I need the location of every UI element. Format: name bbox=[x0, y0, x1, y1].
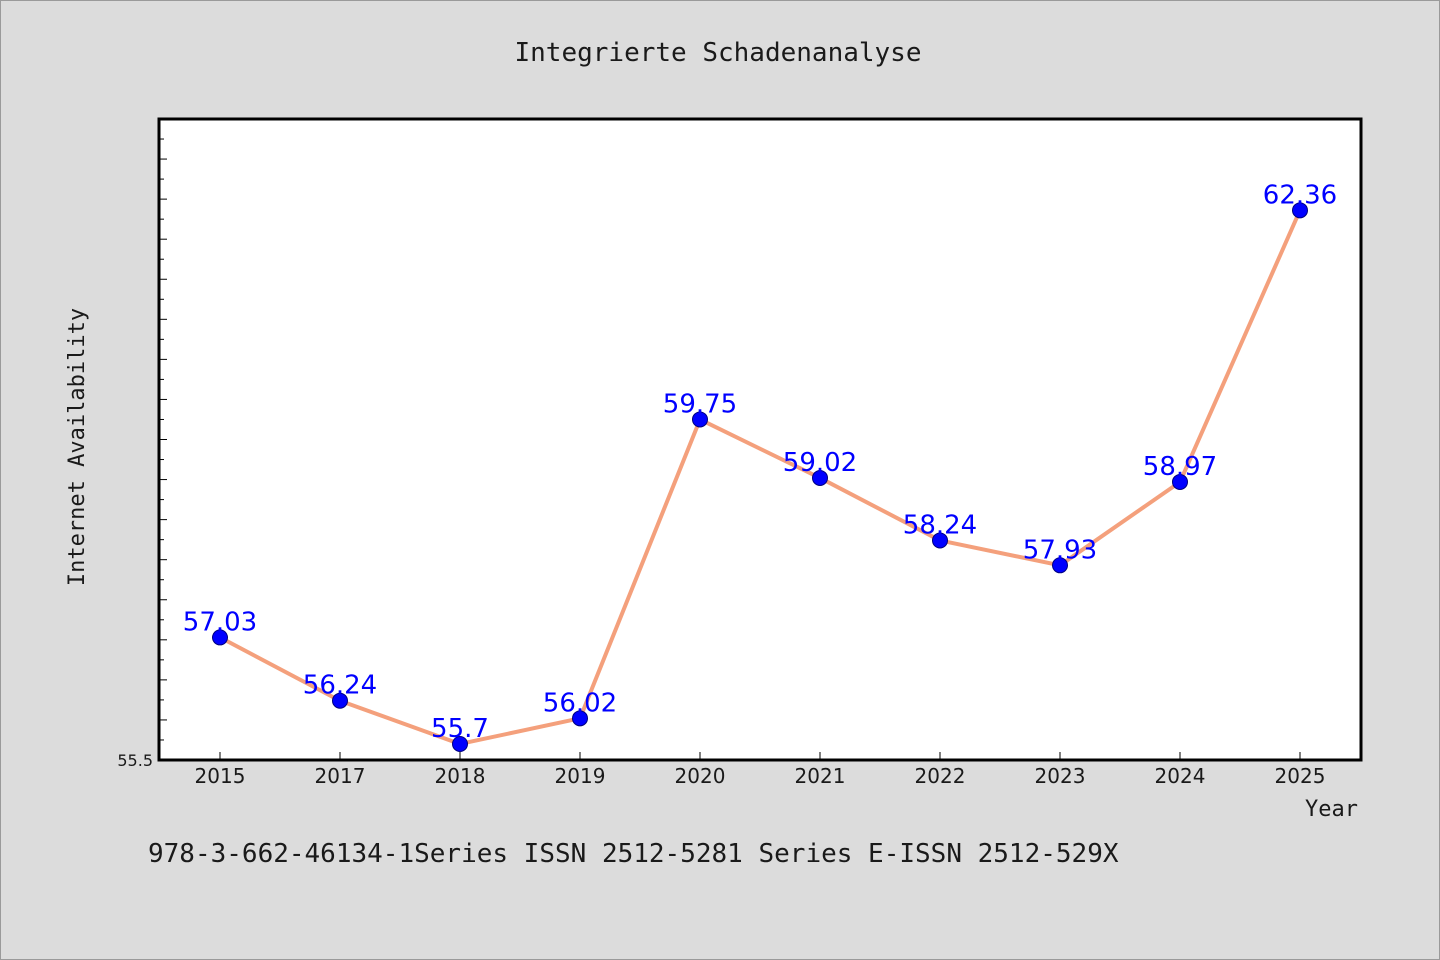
x-tick-label: 2019 bbox=[555, 764, 606, 788]
data-point bbox=[572, 710, 588, 727]
data-label: 56.24 bbox=[303, 671, 377, 701]
x-tick-label: 2025 bbox=[1275, 764, 1326, 788]
data-label: 59.02 bbox=[783, 448, 857, 478]
chart-title: Integrierte Schadenanalyse bbox=[515, 38, 922, 68]
y-axis-title: Internet Availability bbox=[65, 308, 90, 586]
x-axis-title: Year bbox=[1305, 797, 1358, 822]
x-tick-label: 2018 bbox=[435, 764, 486, 788]
x-tick-label: 2024 bbox=[1155, 764, 1206, 788]
data-label: 58.24 bbox=[903, 510, 977, 540]
footer-isbn-text: 978-3-662-46134-1Series ISSN 2512-5281 S… bbox=[148, 839, 1119, 869]
x-axis-ticks: 2015 2017 2018 2019 2020 2021 2022 2023 2024 2025 bbox=[195, 752, 1326, 788]
x-tick-label: 2017 bbox=[315, 764, 366, 788]
data-point bbox=[1052, 557, 1068, 574]
data-point bbox=[212, 629, 228, 646]
data-label: 55.7 bbox=[431, 714, 489, 744]
y-axis-min-label: 55.5 bbox=[117, 751, 153, 770]
data-point bbox=[692, 411, 708, 428]
data-label: 57.03 bbox=[183, 607, 257, 637]
data-point bbox=[932, 532, 948, 549]
data-point bbox=[452, 735, 468, 752]
series-availability: 57.03 56.24 55.7 56.02 59.75 59.02 58.24 57.93 5… bbox=[183, 180, 1337, 752]
y-axis-ticks bbox=[159, 118, 167, 761]
data-label: 62.36 bbox=[1263, 180, 1337, 210]
data-label: 58.97 bbox=[1143, 452, 1217, 482]
x-tick-label: 2020 bbox=[675, 764, 726, 788]
x-tick-label: 2023 bbox=[1035, 764, 1086, 788]
data-point bbox=[332, 692, 348, 709]
x-tick-label: 2015 bbox=[195, 764, 246, 788]
data-point bbox=[1292, 202, 1308, 219]
data-label: 56.02 bbox=[543, 688, 617, 718]
series-line bbox=[219, 209, 1302, 746]
data-label: 59.75 bbox=[663, 389, 737, 419]
data-point bbox=[812, 469, 828, 486]
data-point bbox=[1172, 473, 1188, 490]
plot-area bbox=[157, 117, 1363, 762]
x-tick-label: 2022 bbox=[915, 764, 966, 788]
x-tick-label: 2021 bbox=[795, 764, 846, 788]
data-label: 57.93 bbox=[1023, 535, 1097, 565]
